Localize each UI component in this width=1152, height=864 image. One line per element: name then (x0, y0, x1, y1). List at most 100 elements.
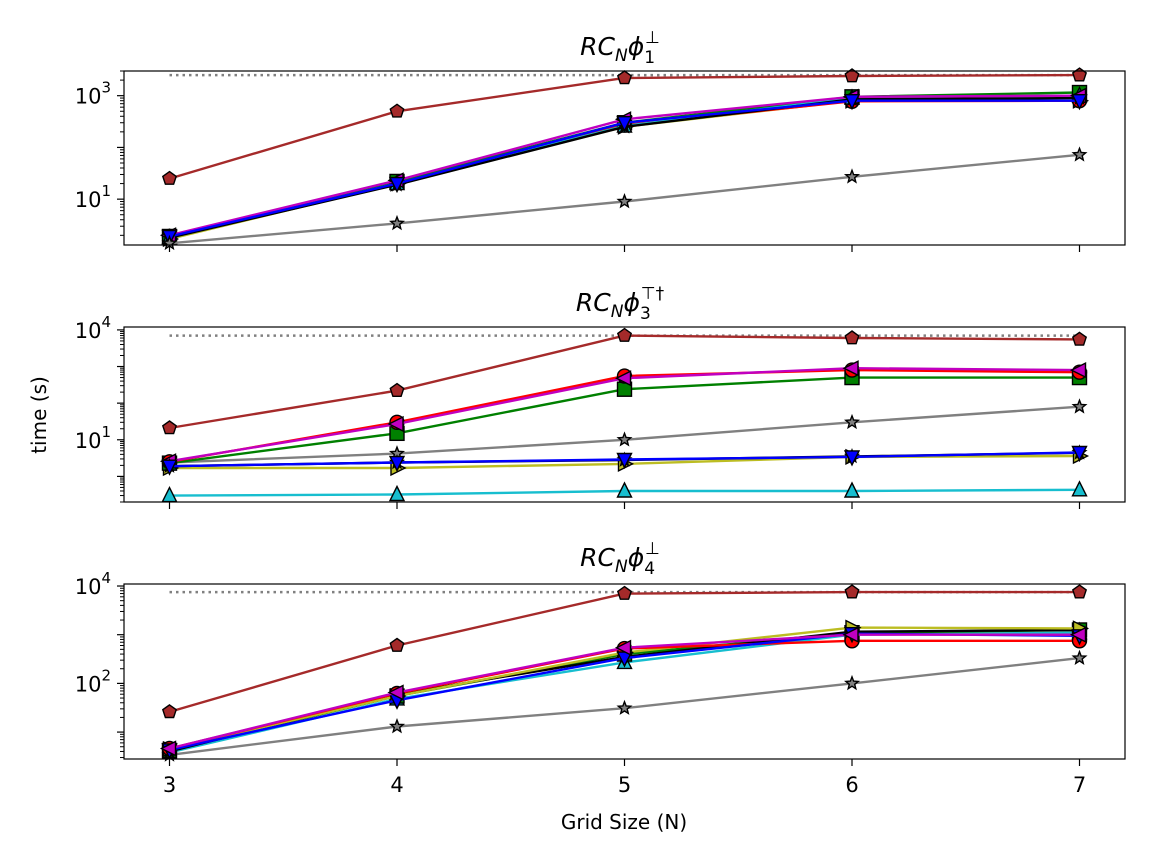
data-point-blue-4 (388, 176, 406, 194)
y-axis-label: time (s) (27, 376, 51, 454)
data-point-magenta-6 (842, 626, 859, 643)
data-point-cyan-6 (843, 481, 861, 498)
data-point-grey-4 (388, 214, 406, 231)
data-point-brown-3 (161, 704, 178, 719)
panel-1-title-sub: N (615, 46, 628, 66)
data-point-blue-6 (843, 450, 861, 467)
data-point-brown-5 (616, 327, 633, 342)
panel-2-title-main: RC (576, 288, 611, 317)
panel-2-x-ticks (168, 502, 1081, 509)
series-blue (161, 93, 1088, 247)
data-point-brown-6 (844, 68, 860, 83)
series-grey (161, 146, 1088, 251)
data-point-blue-5 (616, 452, 633, 470)
panel-1-title-idx: 1 (644, 48, 655, 68)
x-tick-label: 3 (163, 773, 176, 797)
panel-1-title: RCNϕ1⊥ (580, 28, 660, 68)
panel-3-title-sup: ⊥ (645, 539, 660, 559)
series-green (161, 84, 1088, 245)
data-point-blue-6 (843, 93, 861, 111)
data-point-magenta-6 (842, 360, 859, 377)
panel-3-title-phi: ϕ (628, 543, 645, 572)
panel-1: RCNϕ1⊥ 101 103 (75, 28, 1126, 252)
panel-3-y-axis: 102 104 (75, 569, 124, 759)
data-point-magenta-4 (387, 684, 404, 701)
data-point-blue-4 (388, 455, 406, 473)
data-point-brown-4 (389, 637, 405, 652)
y-tick-label: 103 (75, 79, 111, 109)
data-point-brown-3 (161, 170, 178, 185)
x-tick-label: 6 (845, 773, 858, 797)
series-brown (161, 584, 1088, 719)
data-point-brown-6 (844, 584, 860, 599)
data-point-grey-7 (1071, 146, 1088, 162)
x-tick-label: 7 (1073, 773, 1086, 797)
series-magenta (159, 87, 1087, 244)
data-point-cyan-4 (388, 484, 406, 502)
data-point-grey-5 (616, 192, 633, 209)
x-axis-label: Grid Size (N) (561, 810, 687, 834)
data-point-brown-7 (1071, 331, 1088, 346)
panel-3-title-main: RC (580, 543, 615, 572)
data-point-grey-6 (843, 168, 861, 184)
data-point-brown-7 (1071, 584, 1088, 599)
data-point-magenta-5 (614, 639, 632, 656)
data-point-brown-6 (844, 330, 860, 345)
panel-1-y-axis: 101 103 (75, 70, 124, 236)
data-point-brown-3 (161, 420, 178, 435)
data-point-blue-7 (1071, 93, 1088, 111)
panel-2-title: RCNϕ3⊤† (576, 284, 665, 324)
series-blue (161, 445, 1088, 476)
panel-3-title-sub: N (615, 557, 628, 577)
data-point-magenta-4 (387, 415, 404, 433)
panel-2-title-sub: N (611, 302, 624, 322)
panel-3-title: RCNϕ4⊥ (580, 539, 660, 579)
data-point-brown-5 (616, 585, 633, 600)
panel-1-series (159, 67, 1090, 251)
panel-3-frame (123, 583, 1126, 760)
data-point-grey-7 (1071, 649, 1088, 665)
panel-3-title-idx: 4 (644, 559, 655, 579)
data-point-cyan-5 (616, 481, 633, 498)
panel-1-title-sup: ⊥ (645, 28, 660, 48)
data-point-magenta-7 (1069, 626, 1087, 643)
data-point-blue-3 (161, 459, 178, 476)
panel-1-title-main: RC (580, 32, 615, 61)
y-tick-label: 102 (75, 666, 111, 696)
data-point-grey-5 (616, 431, 633, 447)
panel-3-series (159, 584, 1090, 762)
panel-2-series (159, 327, 1090, 503)
data-point-brown-4 (389, 382, 405, 397)
panel-2: RCNϕ3⊤† 101 104 (75, 284, 1126, 509)
data-point-brown-4 (389, 103, 405, 118)
data-point-blue-7 (1071, 445, 1088, 463)
panel-1-title-phi: ϕ (628, 32, 645, 61)
data-point-magenta-3 (159, 740, 177, 757)
data-point-brown-5 (616, 70, 633, 85)
data-point-grey-5 (616, 699, 633, 715)
panel-1-x-ticks (168, 245, 1081, 252)
series-magenta (159, 626, 1087, 757)
data-point-grey-7 (1071, 398, 1088, 414)
x-tick-label: 4 (390, 773, 403, 797)
panel-2-y-axis: 101 104 (75, 313, 124, 503)
data-point-magenta-7 (1069, 361, 1087, 379)
panel-3-x-ticks: 3 4 5 6 7 (163, 759, 1086, 797)
data-point-blue-5 (616, 115, 633, 133)
series-brown (161, 327, 1088, 435)
panel-2-title-phi: ϕ (623, 288, 640, 317)
data-point-grey-6 (843, 413, 861, 430)
data-point-grey-4 (388, 717, 406, 734)
data-point-grey-6 (843, 674, 861, 691)
data-point-cyan-7 (1071, 480, 1088, 497)
data-point-brown-7 (1071, 67, 1088, 82)
series-cyan (161, 86, 1088, 245)
x-tick-label: 5 (618, 773, 631, 797)
y-tick-label: 101 (75, 423, 111, 453)
data-point-magenta-5 (614, 370, 632, 387)
y-tick-label: 104 (75, 569, 111, 599)
y-tick-label: 104 (75, 313, 111, 343)
series-line-green (169, 91, 1080, 238)
